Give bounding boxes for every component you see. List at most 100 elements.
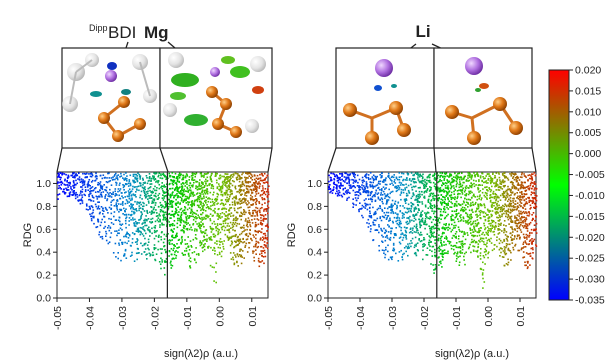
scatter-point bbox=[177, 247, 179, 249]
scatter-point bbox=[194, 259, 196, 261]
scatter-point bbox=[199, 194, 202, 197]
scatter-point bbox=[124, 241, 126, 244]
scatter-point bbox=[507, 247, 510, 250]
scatter-point bbox=[146, 209, 148, 212]
scatter-point bbox=[170, 229, 172, 232]
scatter-point bbox=[214, 173, 217, 176]
scatter-point bbox=[514, 236, 516, 238]
scatter-point bbox=[495, 207, 497, 209]
scatter-point bbox=[531, 242, 533, 244]
scatter-point bbox=[485, 214, 488, 216]
scatter-point bbox=[513, 206, 515, 209]
scatter-point bbox=[95, 172, 97, 174]
scatter-point bbox=[475, 214, 477, 216]
scatter-point bbox=[432, 218, 435, 221]
scatter-point bbox=[443, 232, 445, 234]
scatter-point bbox=[89, 185, 91, 187]
scatter-point bbox=[212, 185, 215, 188]
scatter-point bbox=[528, 223, 531, 225]
scatter-point bbox=[490, 189, 493, 191]
scatter-point bbox=[152, 202, 155, 204]
scatter-point bbox=[516, 176, 518, 178]
scatter-point bbox=[465, 194, 467, 197]
scatter-point bbox=[148, 179, 150, 182]
scatter-point bbox=[193, 203, 196, 206]
scatter-point bbox=[392, 242, 395, 245]
scatter-point bbox=[444, 216, 447, 219]
scatter-point bbox=[132, 175, 135, 177]
scatter-point bbox=[186, 215, 189, 217]
scatter-point bbox=[439, 260, 442, 263]
scatter-point bbox=[517, 249, 519, 252]
scatter-point bbox=[371, 200, 373, 203]
scatter-point bbox=[374, 210, 377, 213]
scatter-point bbox=[455, 213, 457, 215]
scatter-point bbox=[133, 225, 136, 227]
scatter-point bbox=[224, 193, 226, 196]
scatter-point bbox=[450, 201, 452, 203]
scatter-point bbox=[209, 237, 212, 240]
scatter-point bbox=[470, 241, 473, 244]
scatter-point bbox=[175, 177, 178, 179]
scatter-point bbox=[246, 223, 248, 226]
scatter-point bbox=[354, 176, 356, 179]
scatter-point bbox=[473, 172, 475, 174]
scatter-point bbox=[410, 197, 413, 200]
scatter-point bbox=[123, 173, 125, 176]
scatter-point bbox=[213, 220, 215, 223]
scatter-point bbox=[480, 198, 482, 201]
scatter-point bbox=[406, 246, 409, 249]
scatter-point bbox=[453, 221, 456, 224]
scatter-point bbox=[128, 197, 131, 200]
scatter-point bbox=[136, 230, 139, 232]
scatter-point bbox=[419, 181, 421, 184]
scatter-point bbox=[262, 247, 265, 249]
scatter-point bbox=[195, 215, 197, 218]
scatter-point bbox=[367, 191, 370, 193]
scatter-point bbox=[173, 196, 175, 199]
scatter-point bbox=[463, 207, 466, 209]
scatter-point bbox=[156, 212, 158, 214]
scatter-point bbox=[235, 195, 237, 197]
scatter-point bbox=[508, 188, 511, 190]
scatter-point bbox=[216, 187, 219, 190]
scatter-point bbox=[176, 226, 179, 229]
scatter-point bbox=[165, 205, 168, 208]
scatter-point bbox=[194, 237, 197, 239]
scatter-point bbox=[230, 237, 232, 239]
scatter-point bbox=[138, 202, 141, 204]
scatter-point bbox=[443, 191, 445, 193]
scatter-point bbox=[349, 185, 352, 187]
scatter-point bbox=[157, 194, 159, 197]
scatter-point bbox=[189, 204, 192, 206]
scatter-point bbox=[513, 235, 516, 237]
scatter-point bbox=[429, 205, 431, 208]
scatter-point bbox=[395, 177, 398, 179]
scatter-point bbox=[518, 204, 521, 206]
scatter-point bbox=[374, 224, 376, 226]
scatter-point bbox=[249, 197, 252, 199]
scatter-point bbox=[193, 172, 196, 175]
scatter-point bbox=[365, 181, 368, 183]
scatter-point bbox=[150, 194, 153, 196]
scatter-point bbox=[182, 176, 185, 179]
scatter-point bbox=[170, 248, 173, 250]
scatter-point bbox=[361, 186, 363, 189]
scatter-point bbox=[372, 221, 374, 224]
scatter-point bbox=[414, 244, 416, 247]
scatter-point bbox=[411, 178, 414, 181]
scatter-point bbox=[399, 184, 402, 186]
scatter-point bbox=[133, 222, 135, 224]
scatter-point bbox=[203, 173, 206, 175]
scatter-point bbox=[401, 239, 404, 241]
scatter-point bbox=[421, 219, 424, 222]
scatter-point bbox=[502, 250, 505, 252]
scatter-point bbox=[102, 174, 105, 176]
scatter-point bbox=[94, 187, 96, 190]
scatter-point bbox=[440, 218, 442, 220]
scatter-point bbox=[212, 202, 215, 205]
scatter-point bbox=[393, 174, 395, 176]
scatter-point bbox=[174, 172, 177, 175]
scatter-point bbox=[518, 210, 520, 212]
scatter-point bbox=[400, 226, 403, 229]
